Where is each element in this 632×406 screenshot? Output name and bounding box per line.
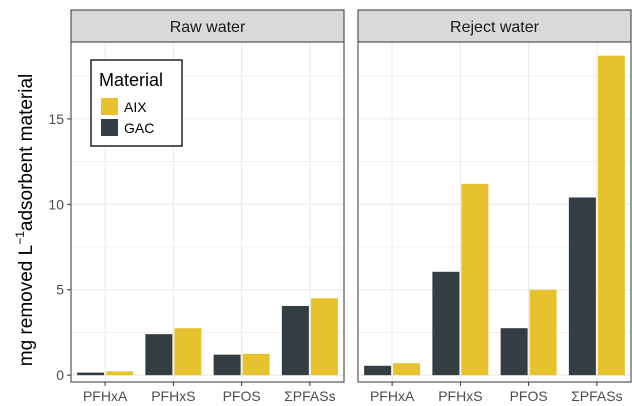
y-axis-title: mg removed L−1adsorbent material [13,74,37,367]
bar-gac [145,334,173,376]
x-tick-label: ΣPFASs [284,388,335,404]
legend-key-aix [101,98,118,115]
panel-border [70,41,345,383]
x-tick-label: PFOS [510,388,548,404]
bar-aix [461,183,489,376]
panel-2: Reject water PFHxA PFHxS PFOS ΣPFASs [357,9,632,404]
x-tick-label: PFHxA [370,388,415,404]
bar-gac [77,372,105,376]
bar-aix [597,55,625,376]
bar-gac [568,197,596,376]
y-tick-label: 15 [48,111,64,127]
facet-title: Reject water [450,19,540,36]
y-axis-title-sup: −1 [13,231,27,245]
y-axis-title-main: mg removed L [16,245,37,366]
x-tick-label: PFHxA [83,388,128,404]
facet-strip [357,9,632,43]
legend: Material AIX GAC [90,59,183,147]
bar-gac [281,305,309,376]
legend-label: GAC [124,120,154,136]
x-tick-label: PFOS [223,388,261,404]
bar-aix [393,363,421,376]
bar-aix [174,328,202,376]
y-axis: 0 5 10 15 [48,111,71,383]
facet-title: Raw water [170,19,246,36]
facet-strip [70,9,345,43]
y-tick-label: 0 [56,367,64,383]
legend-label: AIX [124,99,147,115]
panel-border [357,41,632,383]
bar-aix [106,371,134,376]
y-axis-title-rest: adsorbent material [16,74,37,231]
x-tick-label: PFHxS [438,388,482,404]
y-tick-label: 10 [48,196,64,212]
legend-title: Material [99,70,163,90]
bar-gac [213,354,241,376]
bar-aix [310,298,338,376]
bar-aix [242,353,270,376]
bar-aix [529,289,557,376]
x-tick-label: PFHxS [151,388,195,404]
y-tick-label: 5 [56,282,64,298]
bar-gac [500,328,528,376]
bar-gac [364,365,392,376]
bar-gac [432,271,460,376]
legend-key-gac [101,119,118,136]
x-tick-label: ΣPFASs [571,388,622,404]
